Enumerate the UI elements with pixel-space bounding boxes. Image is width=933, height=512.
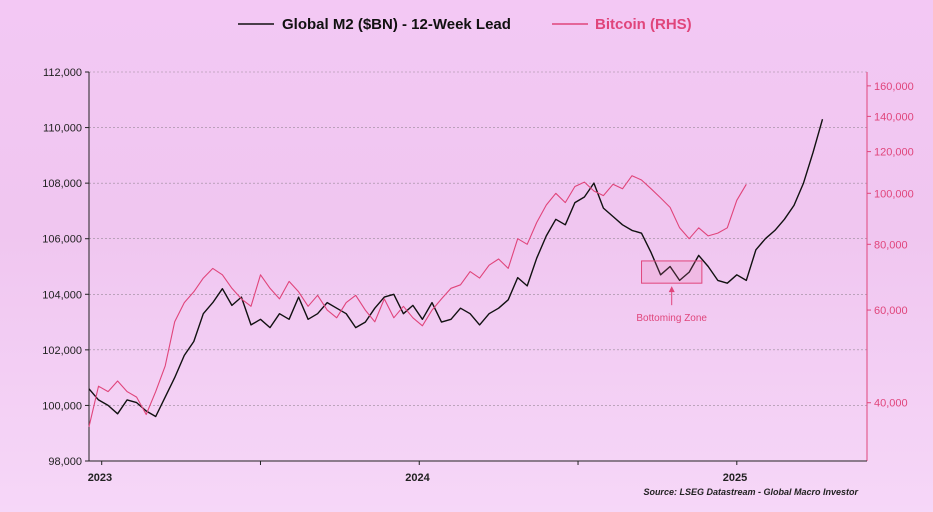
y-right-tick-0: 40,000 <box>874 398 908 410</box>
bottoming-zone-arrowhead <box>668 286 675 293</box>
bottoming-zone-annotation: Bottoming Zone <box>636 260 707 324</box>
y-right-tick-2: 80,000 <box>874 239 908 251</box>
x-tick-2023: 2023 <box>88 472 112 484</box>
y-left-tick-1: 100,000 <box>42 400 82 412</box>
bottoming-zone-label: Bottoming Zone <box>636 313 707 324</box>
series-line-m2 <box>88 119 824 418</box>
y-left-tick-6: 110,000 <box>43 123 82 135</box>
y-left-tick-7: 112,000 <box>43 67 82 79</box>
y-right-tick-1: 60,000 <box>874 305 908 317</box>
x-tick-2025: 2025 <box>723 472 747 484</box>
series-line-bitcoin <box>88 175 747 427</box>
y-right-tick-3: 100,000 <box>874 188 914 200</box>
y-left-tick-4: 106,000 <box>42 234 82 246</box>
bottoming-zone-box <box>641 260 703 284</box>
y-left-tick-3: 104,000 <box>42 289 82 301</box>
series-lines <box>88 119 824 427</box>
x-tick-2024: 2024 <box>405 472 430 484</box>
legend-label-m2: Global M2 ($BN) - 12-Week Lead <box>282 16 511 33</box>
legend: Global M2 ($BN) - 12-Week Lead Bitcoin (… <box>238 16 692 33</box>
y-left-tick-5: 108,000 <box>42 178 82 190</box>
y-right-tick-4: 120,000 <box>874 147 914 159</box>
y-right-tick-6: 160,000 <box>874 81 914 93</box>
y-left-tick-0: 98,000 <box>48 456 82 468</box>
axes: 98,000 100,000 102,000 104,000 106,000 108,00… <box>42 67 914 484</box>
y-left-tick-2: 102,000 <box>42 345 82 357</box>
y-right-tick-5: 140,000 <box>874 111 914 123</box>
legend-label-bitcoin: Bitcoin (RHS) <box>595 16 692 33</box>
source-note: Source: LSEG Datastream - Global Macro I… <box>643 487 858 497</box>
